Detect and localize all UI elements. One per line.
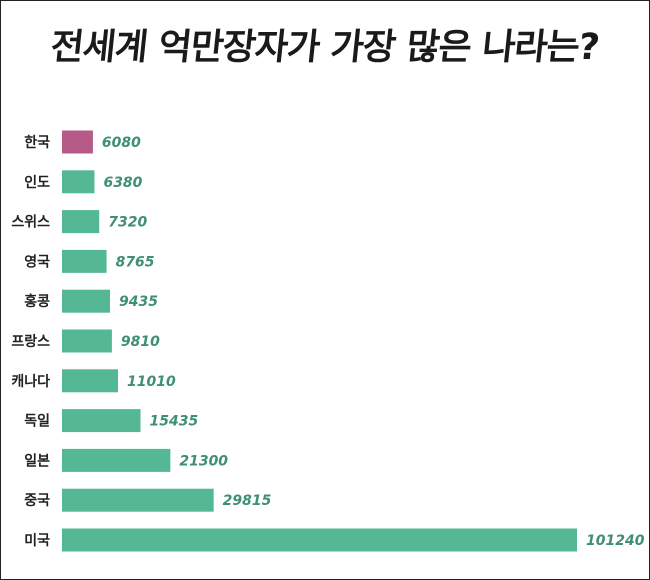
bar — [62, 170, 95, 194]
category-label: 프랑스 — [11, 334, 50, 350]
bar — [62, 329, 112, 353]
bar — [62, 289, 110, 313]
value-label: 11010 — [127, 374, 176, 390]
category-label: 홍콩 — [24, 293, 50, 310]
category-label: 일본 — [24, 453, 50, 469]
value-label: 101240 — [586, 533, 645, 549]
value-label: 6380 — [103, 175, 142, 191]
bars-layer: 한국 6080 인도 6380 스위스 7320 영국 8765 홍콩 9435 프랑스 9810 캐나… — [11, 130, 645, 552]
value-label: 7320 — [108, 215, 147, 231]
bar — [62, 488, 214, 512]
category-label: 스위스 — [11, 215, 50, 231]
category-label: 미국 — [24, 533, 50, 549]
bar — [62, 210, 100, 234]
value-label: 21300 — [179, 453, 228, 469]
bar — [62, 369, 119, 393]
value-label: 8765 — [116, 254, 155, 270]
value-label: 9435 — [119, 294, 158, 310]
category-label: 인도 — [24, 174, 50, 191]
bar — [62, 249, 107, 273]
bar — [62, 528, 577, 552]
value-label: 29815 — [223, 493, 272, 509]
value-label: 9810 — [121, 334, 160, 350]
category-label: 독일 — [24, 414, 50, 430]
bar — [62, 448, 171, 472]
value-label: 15435 — [150, 414, 199, 430]
category-label: 중국 — [24, 493, 50, 509]
bar — [62, 130, 93, 154]
category-label: 한국 — [24, 135, 50, 151]
category-label: 영국 — [24, 253, 50, 270]
value-label: 6080 — [102, 135, 141, 151]
bar — [62, 409, 141, 433]
category-label: 캐나다 — [11, 374, 50, 390]
